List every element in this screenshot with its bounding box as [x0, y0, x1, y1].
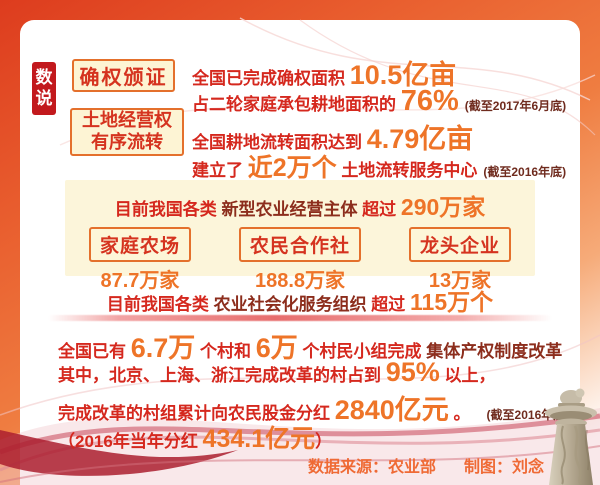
service-prefix: 目前我国各类 [106, 295, 214, 314]
reform-l1-t2: 个村和 [195, 342, 256, 361]
service-line: 目前我国各类 农业社会化服务组织 超过 115万个 [20, 283, 580, 317]
service-value: 115万个 [410, 289, 494, 315]
reform-l2-t1: 其中，北京、上海、浙江完成改革的村占到 [58, 366, 386, 385]
transfer-line2-text: 建立了 [192, 161, 248, 180]
transfer-label-box: 土地经营权 有序流转 [70, 108, 184, 156]
transfer-line-2: 建立了 近2万个 土地流转服务中心 (截至2016年底) [192, 148, 567, 182]
transfer-line2-note: (截至2016年底) [483, 165, 567, 179]
entity-unit-leading-enterprise: 龙头企业 13万家 [409, 227, 512, 293]
reform-l1-v2: 6万 [255, 333, 298, 363]
reform-l2-value: 95% [385, 357, 440, 387]
rights-line2-value: 76% [400, 85, 459, 117]
transfer-line1-text: 全国耕地流转面积达到 [192, 133, 367, 152]
huabiao-statue-image [545, 388, 597, 485]
entities-title-emphasis: 新型农业经营主体 [221, 200, 358, 219]
entity-box-label: 家庭农场 [88, 227, 191, 262]
entity-box-label: 农民合作社 [238, 227, 361, 262]
infographic-content: 数说 确权颁证 全国已完成确权面积 10.5亿亩 占二轮家庭承包耕地面积的 76… [20, 20, 580, 485]
entity-unit-cooperative: 农民合作社 188.8万家 [238, 227, 361, 293]
entity-unit-family-farm: 家庭农场 87.7万家 [88, 227, 191, 293]
entity-value: 87.7万家 [100, 270, 180, 292]
reform-l2-t2: 以上， [439, 366, 496, 385]
reform-section: 全国已有 6.7万 个村和 6万 个村民小组完成 集体产权制度改革 其中，北京、… [58, 326, 569, 453]
entity-value: 13万家 [428, 270, 492, 292]
entities-units: 家庭农场 87.7万家 农民合作社 188.8万家 龙头企业 13万家 [88, 227, 512, 293]
data-source: 数据来源：农业部 [308, 459, 437, 476]
reform-l1-emphasis: 集体产权制度改革 [426, 342, 563, 361]
transfer-label-line2: 有序流转 [91, 132, 163, 152]
transfer-line-1: 全国耕地流转面积达到 4.79亿亩 [192, 117, 566, 154]
transfer-label-line1: 土地经营权 [82, 110, 172, 131]
rights-label: 确权颁证 [79, 67, 168, 89]
rights-line-1: 全国已完成确权面积 10.5亿亩 [192, 53, 566, 90]
reform-line-4: （2016年当年分红 434.1亿元 ） [58, 419, 569, 453]
reform-l3-value: 2840亿元 [334, 395, 449, 425]
rights-line-2: 占二轮家庭承包耕地面积的 76% (截至2017年6月底) [192, 85, 566, 117]
entities-title-value: 290万家 [400, 194, 486, 220]
transfer-stats: 全国耕地流转面积达到 4.79亿亩 建立了 近2万个 土地流转服务中心 (截至2… [192, 117, 567, 182]
reform-l3-t2: 。 [448, 404, 471, 423]
reform-l4-t2: ） [315, 432, 333, 451]
rights-line1-value: 10.5亿亩 [349, 60, 457, 90]
entities-title: 目前我国各类 新型农业经营主体 超过 290万家 [115, 188, 486, 222]
cartographer-credit: 制图：刘念 [464, 459, 545, 476]
transfer-line1-value: 4.79亿亩 [366, 124, 474, 154]
rights-line1-text: 全国已完成确权面积 [192, 69, 350, 88]
service-mid: 超过 [366, 295, 411, 314]
reform-l1-t3: 个村民小组完成 [297, 342, 427, 361]
transfer-label: 土地经营权 有序流转 [82, 110, 172, 154]
entities-panel: 目前我国各类 新型农业经营主体 超过 290万家 家庭农场 87.7万家 农民合… [65, 180, 535, 292]
reform-l1-t1: 全国已有 [58, 342, 131, 361]
reform-line-1: 全国已有 6.7万 个村和 6万 个村民小组完成 集体产权制度改革 [58, 326, 569, 363]
reform-line-3: 完成改革的村组累计向农民股金分红 2840亿元 。 (截至2016年底) [58, 388, 569, 425]
entities-title-mid: 超过 [357, 200, 401, 219]
service-emphasis: 农业社会化服务组织 [213, 295, 367, 314]
reform-l3-t1: 完成改革的村组累计向农民股金分红 [58, 404, 335, 423]
entities-title-prefix: 目前我国各类 [114, 200, 222, 219]
reform-l4-value: 434.1亿元 [202, 425, 316, 453]
footer-credits: 数据来源：农业部 制图：刘念 [308, 453, 544, 477]
transfer-line2-suffix: 土地流转服务中心 [336, 161, 478, 180]
rights-stats: 全国已完成确权面积 10.5亿亩 占二轮家庭承包耕地面积的 76% (截至201… [192, 53, 566, 117]
entity-value: 188.8万家 [254, 270, 346, 292]
rights-label-box: 确权颁证 [72, 59, 175, 92]
rights-line2-note: (截至2017年6月底) [464, 99, 567, 113]
transfer-line2-value: 近2万个 [247, 154, 337, 182]
title-badge: 数说 [32, 62, 56, 115]
reform-l1-v1: 6.7万 [130, 333, 196, 363]
entity-box-label: 龙头企业 [409, 227, 512, 262]
reform-l4-t1: （2016年当年分红 [58, 432, 203, 451]
section-divider [48, 315, 552, 321]
rights-line2-text: 占二轮家庭承包耕地面积的 [192, 95, 401, 114]
reform-line-2: 其中，北京、上海、浙江完成改革的村占到 95% 以上， [58, 357, 569, 388]
